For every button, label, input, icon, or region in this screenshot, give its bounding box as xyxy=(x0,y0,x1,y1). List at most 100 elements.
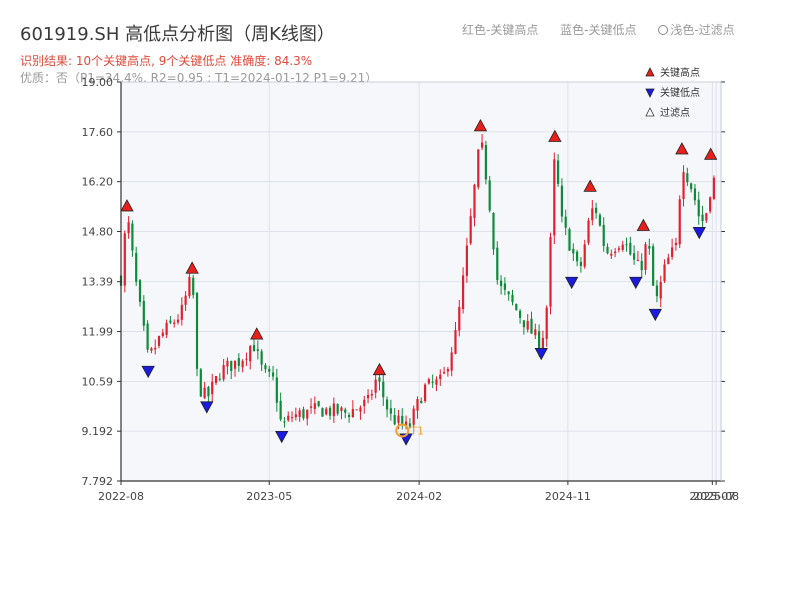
candle xyxy=(553,152,556,245)
candle xyxy=(534,323,537,340)
candle xyxy=(674,237,678,251)
candle xyxy=(401,408,404,430)
y-tick-label: 13.39 xyxy=(82,276,114,289)
candle xyxy=(644,242,647,275)
candle xyxy=(135,246,138,286)
candle xyxy=(385,396,389,418)
key-high-marker xyxy=(704,147,718,160)
candle xyxy=(222,358,225,382)
y-tick-label: 11.99 xyxy=(82,326,114,339)
t1-label: T1 xyxy=(409,425,424,438)
candle xyxy=(682,165,685,207)
key-low-marker xyxy=(534,348,548,361)
candle xyxy=(199,367,202,398)
candle xyxy=(591,199,594,226)
candle xyxy=(712,175,716,201)
candle xyxy=(518,309,522,324)
candle xyxy=(614,248,617,258)
candle xyxy=(697,191,700,225)
candle xyxy=(138,279,142,307)
candle xyxy=(564,209,567,236)
candle xyxy=(180,297,183,326)
candle xyxy=(256,340,259,360)
candle xyxy=(655,280,659,303)
candle xyxy=(431,374,434,389)
candle xyxy=(511,289,514,306)
candle xyxy=(693,183,697,206)
candle xyxy=(165,319,168,339)
x-tick-label: 2025-07 xyxy=(689,490,735,503)
candle xyxy=(602,217,605,252)
candle xyxy=(317,400,320,408)
candle xyxy=(294,407,297,421)
candle xyxy=(214,375,218,386)
chart-title: 601919.SH 高低点分析图（周K线图） xyxy=(20,24,335,45)
candle xyxy=(678,195,681,249)
candle xyxy=(557,154,560,187)
candle xyxy=(587,217,590,246)
candle xyxy=(184,291,187,311)
key-low-marker xyxy=(629,276,643,290)
candle xyxy=(636,251,640,262)
candle xyxy=(230,360,233,380)
candle xyxy=(427,377,430,385)
legend-light-text: 浅色-过滤点 xyxy=(670,23,735,37)
hollow-circle-icon xyxy=(658,25,669,35)
candle xyxy=(522,320,525,335)
candle xyxy=(705,212,708,224)
candle xyxy=(203,381,206,400)
axes: 7.792 9.192 10.59 11.99 13.39 14.80 16.20 17.60… xyxy=(82,76,740,503)
candlesticks xyxy=(119,134,716,431)
candle xyxy=(629,236,632,256)
candle xyxy=(598,213,602,227)
candle xyxy=(393,407,396,426)
candle xyxy=(211,373,214,403)
candle xyxy=(473,183,476,227)
y-tick-label: 14.80 xyxy=(82,226,114,239)
x-tick-label: 2024-02 xyxy=(396,490,442,503)
y-tick-label: 7.792 xyxy=(82,475,114,488)
candle xyxy=(446,367,449,377)
candle xyxy=(233,360,237,377)
candle xyxy=(347,412,351,423)
candle xyxy=(671,238,674,260)
candle xyxy=(275,368,278,412)
candle xyxy=(154,339,157,355)
legend-red-text: 红色-关键高点 xyxy=(462,23,539,37)
candle xyxy=(579,257,583,273)
candle xyxy=(287,411,290,422)
candle xyxy=(606,243,609,255)
candle xyxy=(359,405,362,420)
legend-label: 关键高点 xyxy=(660,66,700,79)
legend-label: 过滤点 xyxy=(660,106,690,119)
candle xyxy=(488,176,491,213)
y-tick-label: 16.20 xyxy=(82,176,114,189)
candle xyxy=(439,369,442,386)
candle xyxy=(336,403,339,416)
quality-summary: 优质：否（P1=34.4%, R2=0.95 ; T1=2024-01-12 P… xyxy=(20,71,378,85)
candle xyxy=(530,311,533,334)
candle xyxy=(366,389,370,404)
candle xyxy=(560,178,564,223)
candle xyxy=(188,270,191,299)
candle xyxy=(442,366,446,375)
header-legend: 红色-关键高点 蓝色-关键低点 浅色-过滤点 xyxy=(462,21,753,38)
candle xyxy=(503,277,506,296)
candle xyxy=(465,237,468,283)
candle xyxy=(515,303,518,311)
y-tick-label: 17.60 xyxy=(82,126,114,139)
candle xyxy=(306,409,309,426)
key-low-marker xyxy=(141,365,155,379)
key-high-marker xyxy=(473,119,488,132)
x-tick-label: 2022-08 xyxy=(98,490,144,503)
x-tick-label: 2023-05 xyxy=(246,490,292,503)
candle xyxy=(412,405,415,431)
candle xyxy=(313,396,316,415)
legend-marker xyxy=(645,88,655,98)
candle xyxy=(484,140,487,185)
candle xyxy=(123,230,126,293)
candle xyxy=(245,352,248,366)
candle xyxy=(652,243,655,286)
candle xyxy=(595,202,598,219)
